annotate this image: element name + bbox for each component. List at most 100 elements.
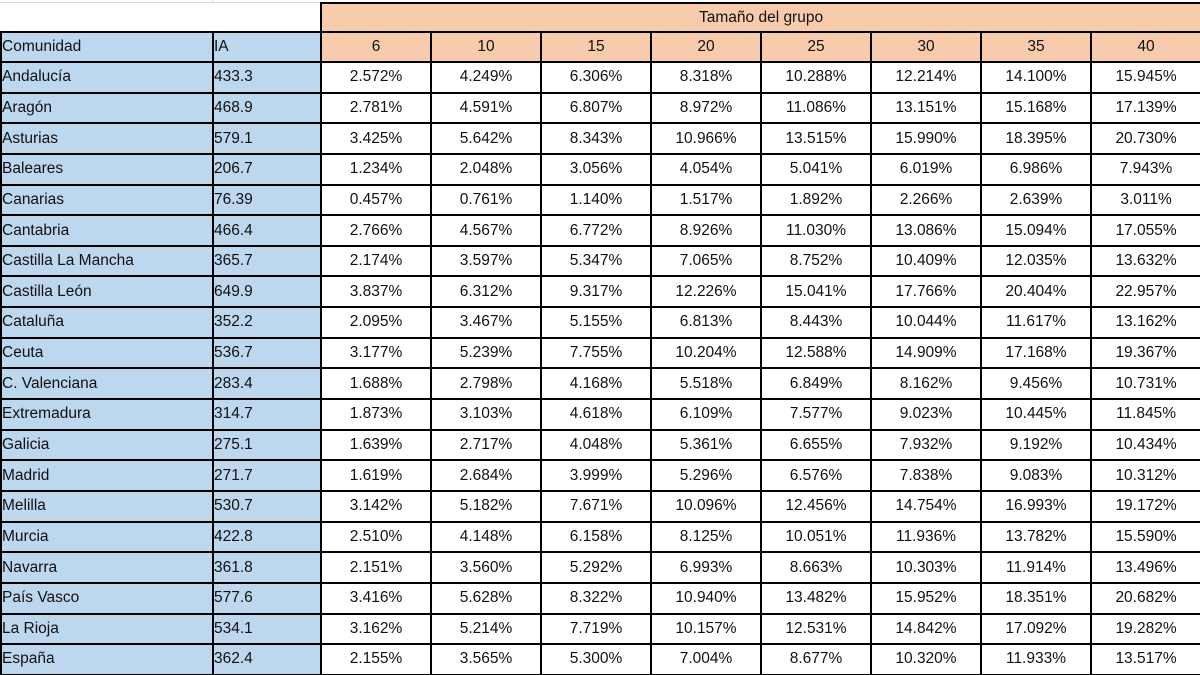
cell-percentage: 15.094% — [980, 214, 1092, 247]
group-header-row: Tamaño del grupo — [1, 2, 1200, 33]
cell-percentage: 13.151% — [870, 91, 982, 125]
cell-percentage: 1.234% — [320, 152, 432, 186]
cell-percentage: 8.972% — [650, 91, 762, 125]
cell-percentage: 2.798% — [430, 367, 542, 401]
cell-percentage: 2.155% — [320, 643, 432, 675]
cell-percentage: 14.909% — [870, 336, 982, 370]
cell-percentage: 10.096% — [650, 489, 762, 523]
cell-percentage: 5.361% — [650, 428, 762, 462]
cell-comunidad: Andalucía — [0, 61, 214, 94]
cell-percentage: 7.719% — [540, 612, 652, 646]
cell-percentage: 14.754% — [870, 489, 982, 523]
table-row: La Rioja 534.1 3.162% 5.214% 7.719% 10.157% 12… — [0, 612, 1200, 646]
cell-percentage: 1.140% — [540, 183, 652, 217]
cell-percentage: 8.926% — [650, 214, 762, 247]
cell-percentage: 0.457% — [320, 183, 432, 217]
col-header-size: 40 — [1089, 31, 1200, 63]
table-row: Cataluña 352.2 2.095% 3.467% 5.155% 6.813% 8.4… — [0, 306, 1200, 339]
cell-percentage: 5.155% — [540, 306, 652, 339]
cell-comunidad: Baleares — [0, 152, 214, 186]
cell-ia: 362.4 — [212, 643, 322, 675]
cell-percentage: 6.312% — [430, 275, 542, 309]
col-header-size: 6 — [320, 31, 432, 63]
cell-percentage: 13.162% — [1089, 306, 1200, 339]
cell-percentage: 5.518% — [650, 367, 762, 401]
cell-percentage: 14.100% — [980, 61, 1092, 94]
cell-ia: 271.7 — [212, 459, 322, 492]
cell-percentage: 5.041% — [760, 152, 872, 186]
cell-percentage: 13.086% — [870, 214, 982, 247]
cell-percentage: 4.567% — [430, 214, 542, 247]
cell-percentage: 3.597% — [430, 244, 542, 278]
cell-ia: 468.9 — [212, 91, 322, 125]
cell-percentage: 6.576% — [760, 459, 872, 492]
table-row: Baleares 206.7 1.234% 2.048% 3.056% 4.054% 5.0… — [0, 152, 1200, 186]
cell-percentage: 3.999% — [540, 459, 652, 492]
cell-percentage: 8.343% — [540, 122, 652, 155]
cell-comunidad: Canarias — [0, 183, 214, 217]
cell-percentage: 5.300% — [540, 643, 652, 675]
cell-percentage: 12.035% — [980, 244, 1092, 278]
cell-percentage: 3.425% — [320, 122, 432, 155]
cell-comunidad: Navarra — [0, 551, 214, 584]
cell-comunidad: Aragón — [0, 91, 214, 125]
cell-percentage: 3.142% — [320, 489, 432, 523]
cell-percentage: 6.993% — [650, 551, 762, 584]
cell-percentage: 3.467% — [430, 306, 542, 339]
cell-percentage: 7.932% — [870, 428, 982, 462]
cell-comunidad: La Rioja — [0, 612, 214, 646]
col-header-ia: IA — [212, 31, 322, 63]
col-header-size: 15 — [540, 31, 652, 63]
col-header-comunidad: Comunidad — [0, 31, 214, 63]
cell-percentage: 17.055% — [1089, 214, 1200, 247]
cell-percentage: 13.632% — [1089, 244, 1200, 278]
cell-percentage: 15.590% — [1089, 520, 1200, 554]
cell-percentage: 9.023% — [870, 398, 982, 431]
cell-percentage: 15.990% — [870, 122, 982, 155]
cell-percentage: 12.456% — [760, 489, 872, 523]
cell-percentage: 1.688% — [320, 367, 432, 401]
col-header-size: 10 — [430, 31, 542, 63]
cell-percentage: 5.347% — [540, 244, 652, 278]
cell-percentage: 11.086% — [760, 91, 872, 125]
cell-ia: 352.2 — [212, 306, 322, 339]
col-header-size: 20 — [650, 31, 762, 63]
cell-ia: 433.3 — [212, 61, 322, 94]
cell-percentage: 9.317% — [540, 275, 652, 309]
cell-percentage: 10.288% — [760, 61, 872, 94]
cell-percentage: 7.065% — [650, 244, 762, 278]
cell-percentage: 6.655% — [760, 428, 872, 462]
empty-corner-cell — [1, 3, 321, 32]
cell-percentage: 4.618% — [540, 398, 652, 431]
cell-percentage: 10.731% — [1089, 367, 1200, 401]
cell-percentage: 9.083% — [980, 459, 1092, 492]
cell-percentage: 12.226% — [650, 275, 762, 309]
cell-percentage: 7.671% — [540, 489, 652, 523]
column-header-row: Comunidad IA 6 10 15 20 25 30 35 40 — [0, 31, 1200, 63]
cell-percentage: 1.892% — [760, 183, 872, 217]
cell-percentage: 1.517% — [650, 183, 762, 217]
cell-ia: 534.1 — [212, 612, 322, 646]
table-row: Asturias 579.1 3.425% 5.642% 8.343% 10.966% 13… — [0, 122, 1200, 155]
cell-percentage: 6.158% — [540, 520, 652, 554]
cell-percentage: 10.940% — [650, 581, 762, 615]
cell-percentage: 6.813% — [650, 306, 762, 339]
cell-percentage: 4.048% — [540, 428, 652, 462]
table-row: Navarra 361.8 2.151% 3.560% 5.292% 6.993% 8.66… — [0, 551, 1200, 584]
cell-percentage: 13.782% — [980, 520, 1092, 554]
table-row: C. Valenciana 283.4 1.688% 2.798% 4.168% 5.51… — [0, 367, 1200, 401]
cell-percentage: 8.162% — [870, 367, 982, 401]
cell-percentage: 6.019% — [870, 152, 982, 186]
col-header-size: 25 — [760, 31, 872, 63]
cell-percentage: 10.409% — [870, 244, 982, 278]
cell-percentage: 18.395% — [980, 122, 1092, 155]
cell-percentage: 7.004% — [650, 643, 762, 675]
cell-percentage: 4.168% — [540, 367, 652, 401]
cell-percentage: 18.351% — [980, 581, 1092, 615]
cell-comunidad: Galicia — [0, 428, 214, 462]
cell-percentage: 7.577% — [760, 398, 872, 431]
cell-percentage: 9.456% — [980, 367, 1092, 401]
table-row: Galicia 275.1 1.639% 2.717% 4.048% 5.361% 6.65… — [0, 428, 1200, 462]
cell-percentage: 8.322% — [540, 581, 652, 615]
